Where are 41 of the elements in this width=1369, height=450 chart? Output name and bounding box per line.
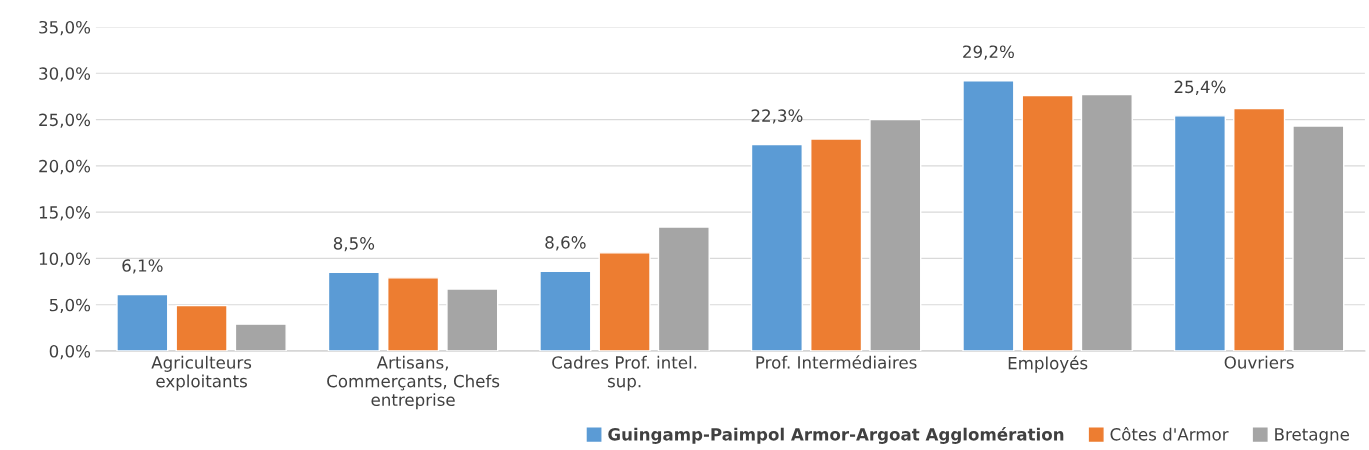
bar bbox=[962, 79, 1015, 351]
bar bbox=[539, 270, 592, 351]
data-label: 22,3% bbox=[751, 109, 803, 124]
x-tick-label: Employés bbox=[1008, 355, 1088, 373]
y-tick-label: 30,0% bbox=[39, 67, 91, 82]
y-tick-label: 0,0% bbox=[49, 344, 91, 360]
y-tick-label: 5,0% bbox=[49, 298, 91, 313]
bar bbox=[234, 323, 287, 351]
data-label: 8,5% bbox=[333, 237, 375, 252]
y-tick-label: 20,0% bbox=[39, 159, 91, 175]
bar bbox=[175, 304, 228, 351]
y-tick-label: 25,0% bbox=[39, 113, 91, 128]
bar bbox=[810, 138, 863, 351]
x-tick-label: Artisans, Commerçants, Chefs entreprise bbox=[327, 355, 500, 410]
y-tick-label: 15,0% bbox=[39, 206, 91, 221]
data-label: 29,2% bbox=[963, 45, 1014, 60]
bar bbox=[869, 118, 922, 351]
bar bbox=[1080, 93, 1133, 351]
bar bbox=[750, 143, 803, 351]
legend-label: Guingamp-Paimpol Armor-Argoat Agglomération bbox=[608, 427, 1064, 444]
bar bbox=[1021, 94, 1074, 351]
x-tick-label: Agriculteurs exploitants bbox=[151, 355, 252, 391]
x-tick-label: Prof. Intermédiaires bbox=[756, 355, 917, 369]
bar bbox=[1233, 107, 1286, 351]
x-tick-label: Cadres Prof. intel. sup. bbox=[552, 355, 697, 391]
legend-label: Côtes d'Armor bbox=[1110, 427, 1229, 441]
bar bbox=[327, 271, 380, 351]
x-tick-label: Ouvriers bbox=[1224, 355, 1294, 369]
bar bbox=[387, 277, 440, 351]
bar bbox=[1292, 125, 1345, 351]
legend-label: Bretagne bbox=[1275, 428, 1349, 444]
bar bbox=[598, 252, 651, 351]
data-label: 25,4% bbox=[1174, 80, 1226, 95]
bar bbox=[116, 293, 169, 351]
y-tick-label: 35,0% bbox=[39, 20, 91, 36]
y-tick-label: 10,0% bbox=[39, 252, 91, 267]
bar bbox=[446, 288, 499, 351]
data-label: 8,6% bbox=[545, 236, 586, 251]
bar bbox=[657, 226, 710, 351]
bar bbox=[1173, 115, 1226, 351]
data-label: 6,1% bbox=[122, 259, 163, 274]
